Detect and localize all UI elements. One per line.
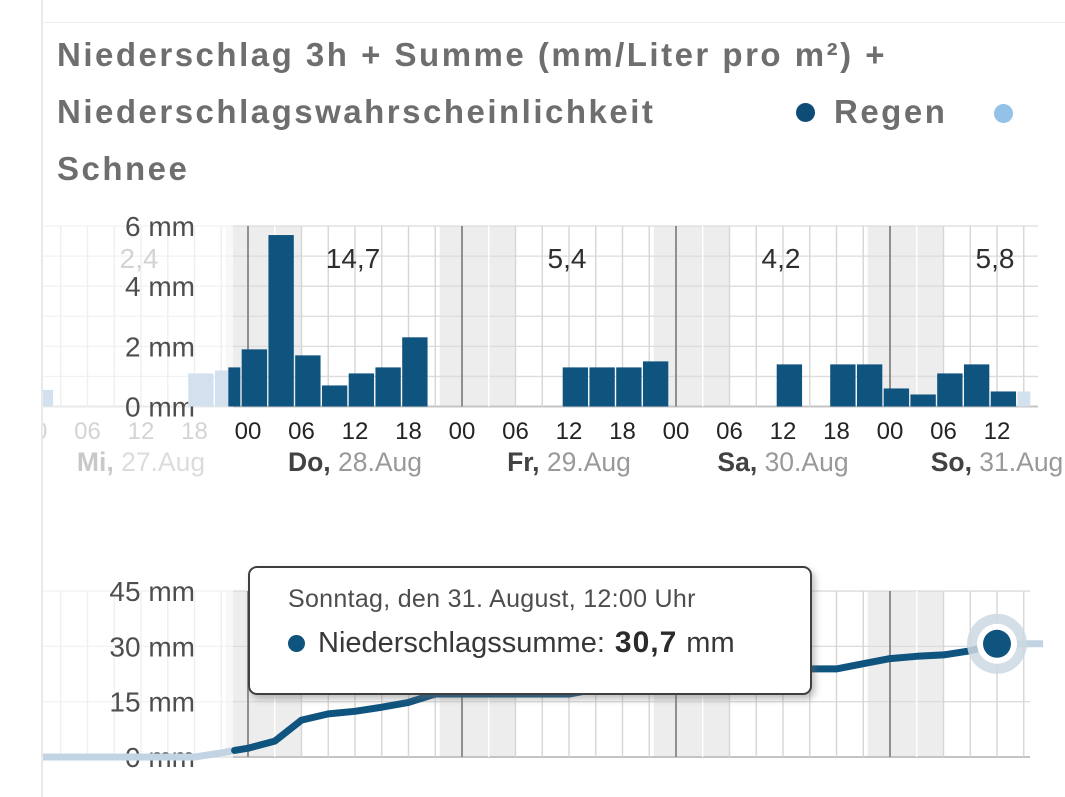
y-axis-label: 0 mm (125, 392, 195, 423)
hour-tick-label: 06 (930, 418, 957, 445)
hour-tick-label: 12 (770, 418, 797, 445)
day-label: Mi, 27.Aug (77, 447, 205, 477)
y-axis-label: 15 mm (109, 687, 195, 718)
hour-tick-label: 18 (823, 418, 850, 445)
hour-tick-label: 06 (502, 418, 529, 445)
chart-title-line-2: Niederschlagswahrscheinlichkeit (57, 93, 656, 130)
precip-bar-rain (241, 349, 268, 407)
precip-3h-chart-plot[interactable] (43, 226, 1043, 408)
precip-bar-rain (937, 373, 963, 407)
hour-tick-label: 18 (609, 418, 636, 445)
snow-legend-dot-icon[interactable] (994, 104, 1013, 123)
tooltip-unit: mm (686, 626, 735, 659)
day-label: Sa, 30.Aug (717, 447, 848, 477)
precip-sum-tooltip: Sonntag, den 31. August, 12:00 Uhr Niede… (248, 566, 812, 695)
hour-tick-label: 12 (984, 418, 1011, 445)
precip-bar-rain (321, 385, 348, 407)
precip-bar-rain (295, 355, 321, 407)
precip-bar-rain (856, 364, 883, 407)
card-top-border (42, 22, 1065, 23)
hour-tick-label: 00 (21, 418, 48, 445)
legend-label-schnee: Schnee (57, 150, 190, 187)
precip-bar-past (1017, 391, 1031, 407)
hour-tick-label: 06 (716, 418, 743, 445)
day-sum-label: 5,4 (548, 243, 587, 274)
day-sum-label: 14,7 (326, 243, 381, 274)
hour-tick-label: 00 (449, 418, 476, 445)
chart-title-line-1: Niederschlag 3h + Summe (mm/Liter pro m²… (57, 36, 888, 73)
precip-bar-past (43, 389, 54, 407)
precip-bar-rain (348, 373, 375, 407)
precip-bar-rain (642, 361, 669, 407)
hour-tick-label: 18 (395, 418, 422, 445)
day-label: So, 31.Aug (931, 447, 1064, 477)
selected-point-marker (967, 613, 1027, 674)
hour-tick-label: 12 (556, 418, 583, 445)
sum-line-past (43, 746, 239, 761)
y-axis-label: 45 mm (109, 576, 195, 607)
precip-bar-rain (589, 367, 615, 407)
day-label: Do, 28.Aug (288, 447, 422, 477)
hour-tick-label: 06 (74, 418, 101, 445)
precip-bar-past (188, 373, 214, 407)
y-axis-label: 4 mm (125, 271, 195, 302)
tooltip-series-label: Niederschlagssumme: (318, 626, 605, 659)
precip-bar-rain (830, 364, 856, 407)
precip-bar-rain (375, 367, 401, 407)
tooltip-value-row: Niederschlagssumme: 30,7 mm (288, 626, 810, 660)
precip-bar-rain (910, 394, 936, 407)
rain-legend-dot-icon (796, 102, 815, 122)
hour-tick-label: 18 (181, 418, 208, 445)
legend-label-regen: Regen (834, 93, 948, 130)
card-left-border (41, 0, 43, 797)
precip-bar-rain (990, 391, 1017, 407)
precip-bar-rain (776, 364, 803, 407)
tooltip-date-text: Sonntag, den 31. August, 12:00 Uhr (288, 585, 696, 613)
precip-bar-rain (402, 337, 428, 407)
tooltip-value: 30,7 (614, 626, 678, 659)
y-axis-label: 6 mm (125, 211, 195, 242)
hour-tick-label: 00 (877, 418, 904, 445)
hour-tick-label: 00 (663, 418, 690, 445)
day-sum-label: 4,2 (762, 243, 801, 274)
series-dot-icon (288, 634, 305, 652)
precip-bar-rain (616, 367, 642, 407)
night-band (867, 591, 944, 757)
hour-tick-label: 12 (342, 418, 369, 445)
day-label: Fr, 29.Aug (507, 447, 631, 477)
y-axis-label: 30 mm (109, 631, 195, 662)
day-sum-label: 2,4 (120, 243, 159, 274)
hour-tick-label: 06 (288, 418, 315, 445)
past-fade-overlay (43, 590, 233, 758)
precip-bar-rain (963, 364, 990, 407)
hour-tick-label: 12 (128, 418, 155, 445)
legend-item-regen[interactable]: Regen (796, 93, 947, 131)
precip-bar-rain (228, 367, 241, 407)
precip-bar-rain (562, 367, 589, 407)
precip-bar-rain (883, 388, 910, 407)
precip-bar-rain (268, 235, 294, 407)
hour-tick-label: 00 (235, 418, 262, 445)
bars-layer (43, 235, 1031, 407)
y-axis-label: 2 mm (125, 331, 195, 362)
day-sum-label: 5,8 (976, 243, 1015, 274)
